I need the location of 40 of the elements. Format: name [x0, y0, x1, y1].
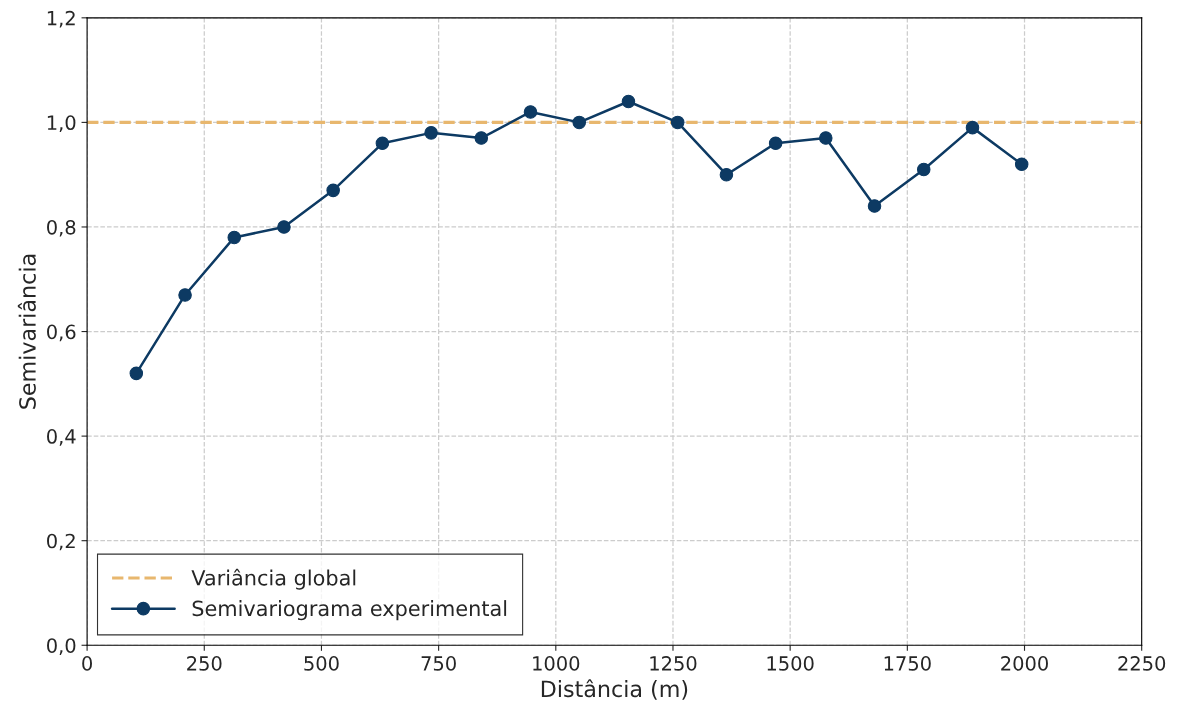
legend-label: Variância global	[191, 568, 356, 590]
point	[965, 120, 980, 135]
x-tick-label: 750	[421, 656, 456, 671]
point	[819, 131, 833, 145]
point	[375, 136, 390, 151]
x-tick-label: 0	[82, 656, 92, 671]
point	[277, 220, 291, 234]
legend-label: Semivariograma experimental	[192, 600, 507, 621]
point	[474, 131, 489, 145]
y-tick-label: 0,4	[47, 429, 76, 446]
y-tick-label: 1,2	[47, 10, 75, 28]
point	[523, 105, 538, 119]
x-tick-label: 1750	[884, 656, 931, 671]
x-tick-label: 1000	[533, 656, 580, 671]
point	[916, 162, 931, 177]
y-tick-label: 0,8	[47, 219, 76, 237]
x-tick-label: 2250	[1118, 656, 1166, 671]
point	[768, 136, 783, 151]
point	[326, 183, 340, 198]
point	[178, 288, 192, 302]
x-tick-label: 2000	[1001, 656, 1048, 671]
x-tick-label: 1500	[767, 656, 814, 671]
y-axis-title: Semivariância	[17, 254, 36, 409]
point	[621, 94, 636, 109]
point	[572, 115, 587, 130]
point	[424, 126, 438, 140]
y-tick-label: 0,2	[47, 533, 75, 551]
y-tick-label: 0,0	[47, 638, 76, 655]
point	[867, 199, 882, 213]
y-tick-label: 0,6	[47, 324, 76, 342]
x-tick-label: 250	[187, 656, 222, 671]
y-tick-label: 1,0	[47, 115, 76, 133]
x-tick-label: 500	[304, 656, 339, 671]
point	[670, 115, 685, 130]
point	[719, 167, 734, 182]
x-axis-title: Distância (m)	[541, 679, 688, 700]
point	[227, 230, 242, 245]
point	[129, 366, 144, 381]
x-tick-label: 1250	[650, 656, 697, 671]
point	[1014, 157, 1029, 171]
